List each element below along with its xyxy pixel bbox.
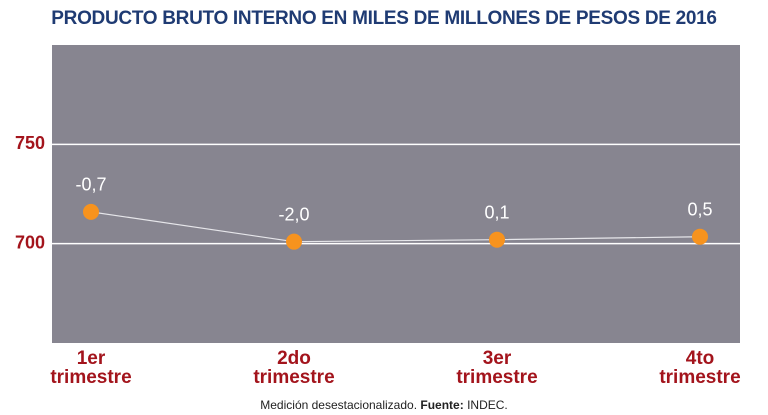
series-line [90,211,701,243]
source-label: Fuente: [420,398,464,412]
x-tick-label: 2do trimestre [253,348,335,388]
plot-area [52,45,740,343]
x-tick-label: 4to trimestre [659,348,741,388]
annotation: 0,1 [484,202,509,222]
point [692,228,708,245]
source: INDEC. [467,398,508,412]
annotation: -0,7 [75,175,106,195]
note: Medición desestacionalizado. [260,398,418,412]
x-tick-label: 3er trimestre [456,348,538,388]
annotation: 0,5 [687,199,712,219]
y-tick-label: 750 [15,133,45,153]
footer: Medición desestacionalizado. Fuente: IND… [0,398,768,412]
chart-title: PRODUCTO BRUTO INTERNO EN MILES DE MILLO… [51,8,717,29]
point [286,233,302,250]
point [83,203,99,220]
annotation: -2,0 [278,204,309,224]
point [489,231,505,248]
x-tick-label: 1er trimestre [50,348,132,388]
y-tick-label: 700 [15,232,45,252]
